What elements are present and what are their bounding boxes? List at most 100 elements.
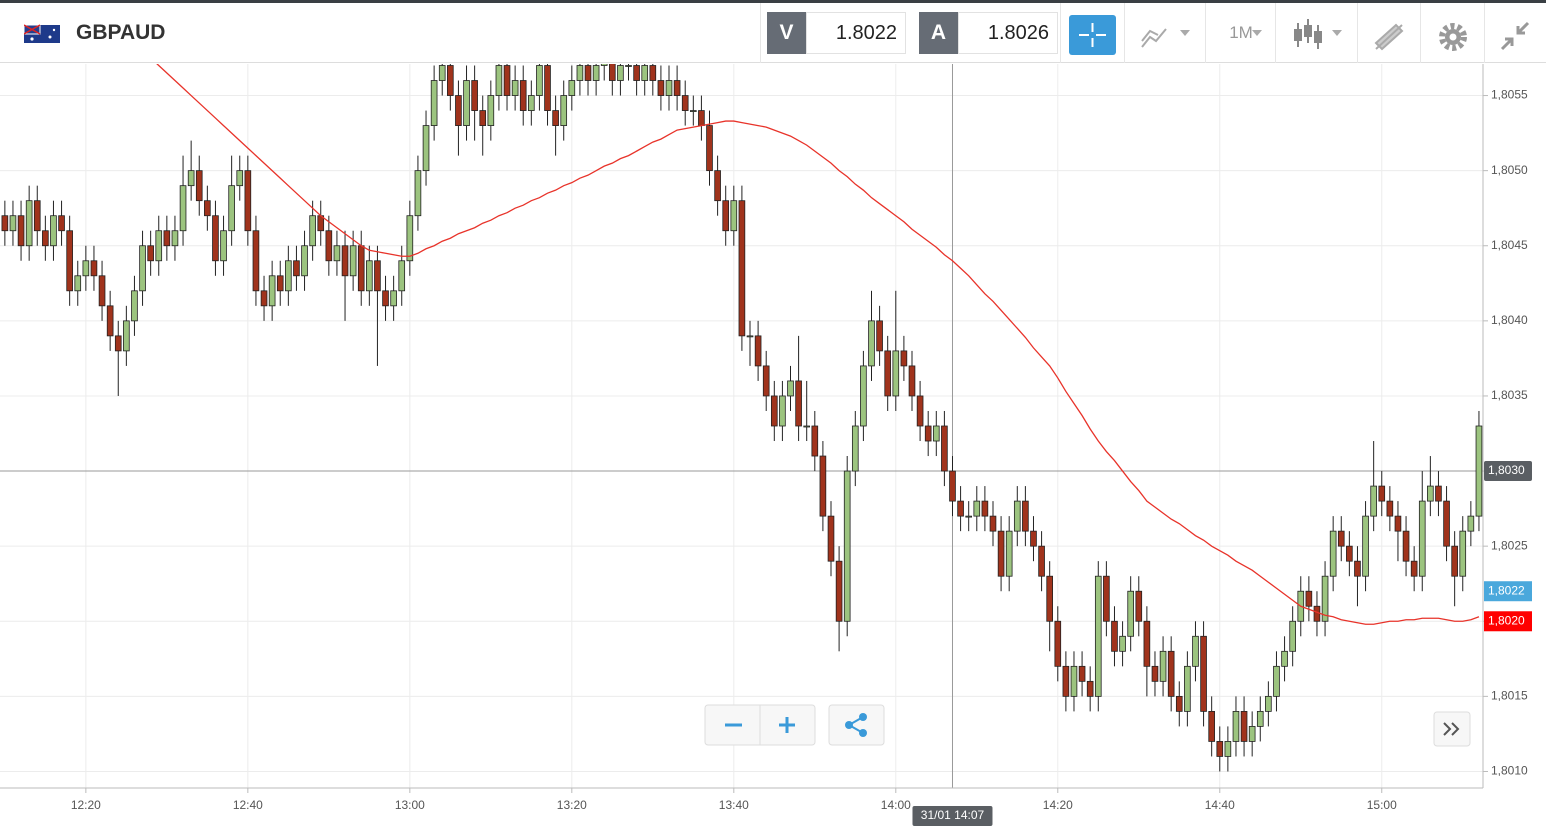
candle-body [414,170,422,217]
dropdown-caret [1332,30,1342,36]
candle-body [633,65,640,81]
candle-body [1418,500,1426,577]
candle-body [309,215,316,247]
candle-body [131,290,138,322]
flag-cross [24,24,41,35]
candle-body [1378,485,1386,502]
scroll-box[interactable] [1433,711,1471,747]
candle-body [487,95,495,126]
candle-body [1256,710,1264,727]
candle-body [552,110,559,126]
candle-body [1167,650,1175,697]
chevrons-icon [1443,722,1460,736]
button-bg[interactable] [1069,15,1116,55]
candle-body [244,170,252,232]
candle-body [366,260,373,292]
candle-body [455,95,462,126]
dropdown-caret [1252,30,1262,36]
ask-price[interactable]: 1.8026 [958,12,1058,54]
candle-body [519,80,527,111]
y-tick-label: 1,8040 [1491,313,1528,327]
candle-body [787,380,794,397]
candle-body [1013,500,1021,532]
candle-body [463,80,470,126]
candle-body [1427,485,1434,502]
share-button[interactable] [828,704,885,746]
candle-body [851,425,859,472]
candle-body [171,230,179,247]
candle-body [689,110,697,112]
candle-body [228,185,235,232]
candle-body [1394,515,1402,532]
candle-body [706,125,713,172]
price-marker-label: 1,8022 [1488,583,1525,597]
x-tick-label: 13:20 [557,798,587,812]
y-tick-label: 1,8015 [1491,689,1528,703]
candle-body [438,65,446,81]
candle-body [285,260,292,292]
price-marker-label: 1,8020 [1488,613,1525,627]
zoom-out-button[interactable] [706,706,759,744]
candle-body [584,65,592,81]
chart-type-button[interactable] [1138,3,1194,63]
toolbar: GBPAUD V 1.8022 A 1.8026 1M [0,0,1546,63]
crosshair-y-box [1484,461,1532,482]
bid-label[interactable]: V [767,12,806,54]
candle-body [1435,485,1442,502]
candle-body [625,65,632,67]
candle-body [1086,680,1094,697]
ask-label[interactable]: A [919,12,958,54]
candle-body [1314,31,1322,43]
candle-body [511,80,519,96]
candle-body [503,65,511,96]
crosshair-x-label: 31/01 14:07 [921,808,985,822]
crosshair-button[interactable] [1069,15,1116,55]
separator [1357,3,1358,63]
candle-body [762,365,770,397]
candle-body [949,470,956,502]
candle-body [835,560,843,622]
timeframe[interactable]: 1M [1229,23,1253,42]
timeframe-caret[interactable] [1250,3,1264,63]
candle-body [617,65,624,81]
zoom-in-button[interactable] [761,706,814,744]
candle-body [1135,590,1143,622]
candle-body [568,80,576,96]
candle-body [333,245,341,262]
candle-body [1062,665,1070,697]
candle-body [592,65,600,81]
candle-body [770,395,778,427]
candle-body [1459,530,1467,577]
candle-body [25,200,33,247]
candle-body [236,170,244,187]
candle-style-button[interactable] [1290,3,1346,63]
crosshair-y-label: 1,8030 [1488,463,1525,477]
gear-teeth [1439,23,1467,51]
bid-price[interactable]: 1.8022 [806,12,906,54]
candle-body [989,515,997,532]
share-box[interactable] [828,704,885,746]
flag-star [48,35,52,39]
collapse-icon [1500,21,1530,51]
grid [0,64,1483,788]
candle-body [576,65,584,81]
candle-body [1410,560,1418,577]
candle-body [139,245,146,292]
candle-body [819,455,827,517]
collapse-button[interactable] [1498,3,1532,63]
scroll-right-button[interactable] [1433,711,1471,747]
candle-body [1054,620,1062,667]
candle-body [795,380,802,427]
candle-body [82,260,90,277]
candle-body [673,80,681,96]
moving-average-line [156,64,1480,625]
draw-button[interactable] [1372,3,1406,63]
candle-body [1030,530,1037,547]
settings-button[interactable] [1436,3,1470,63]
crosshair-icon [1079,23,1106,47]
candle-body [1305,590,1313,607]
candle-body [325,230,333,262]
candle-body [1111,620,1118,652]
flag-star [52,28,56,32]
line-icon [1141,28,1167,48]
